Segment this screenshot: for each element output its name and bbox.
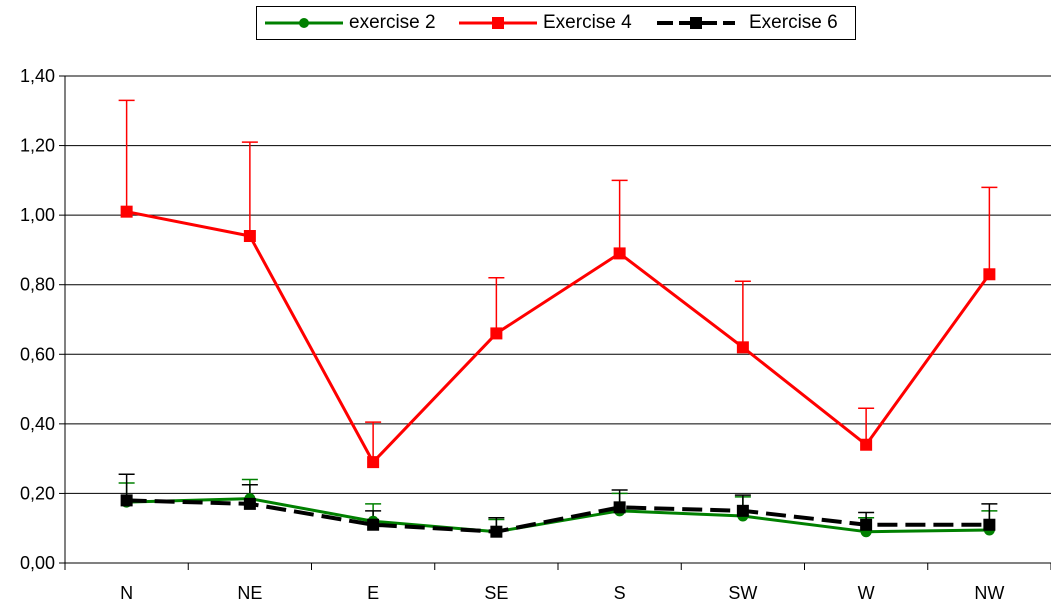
series-markers [120,205,996,538]
x-tick-label-nw: NW [974,583,1004,603]
x-tick-label-se: SE [484,583,508,603]
point-exercise-6-e [367,518,380,531]
point-exercise-4-w [860,438,873,451]
point-exercise-4-e [367,456,380,469]
point-exercise-4-se [490,327,503,340]
legend-swatch-exercise-4 [459,17,537,29]
point-exercise-4-sw [736,341,749,354]
legend-item-exercise-6: Exercise 6 [655,7,838,39]
y-tick-label: 1,00 [20,205,55,225]
legend-label-exercise-4: Exercise 4 [543,12,632,33]
x-tick-label-s: S [614,583,626,603]
legend-item-exercise-4: Exercise 4 [457,7,632,39]
x-tick-label-ne: NE [237,583,262,603]
point-exercise-4-s [613,247,626,260]
legend-label-exercise-2: exercise 2 [349,12,436,33]
chart-legend: exercise 2 Exercise 4 Exercise 6 [256,6,856,40]
y-tick-label: 0,80 [20,275,55,295]
series-line-exercise-6 [126,498,990,534]
legend-item-exercise-2: exercise 2 [263,7,436,39]
point-exercise-6-ne [243,497,256,510]
y-tick-label: 0,20 [20,483,55,503]
error-bars [118,99,998,532]
x-tick-label-n: N [120,583,133,603]
point-exercise-6-nw [983,518,996,531]
point-exercise-6-se [490,525,503,538]
point-exercise-6-n [120,494,133,507]
point-exercise-6-s [613,501,626,514]
axes [59,75,1051,570]
y-tick-label: 1,20 [20,136,55,156]
point-exercise-4-nw [983,268,996,281]
y-tick-label: 0,60 [20,344,55,364]
legend-swatch-exercise-6 [657,17,735,29]
y-tick-label: 0,00 [20,553,55,573]
series-lines [126,210,991,534]
tick-labels: 0,00 0,20 0,40 0,60 0,80 1,00 1,20 1,40 N NE E SE S S… [20,66,1004,603]
series-line-exercise-4 [126,210,991,464]
x-tick-label-w: W [858,583,875,603]
legend-swatch-exercise-2 [265,18,343,28]
x-tick-label-e: E [367,583,379,603]
point-exercise-4-ne [243,230,256,243]
y-tick-label: 0,40 [20,414,55,434]
legend-label-exercise-6: Exercise 6 [749,12,838,33]
x-tick-label-sw: SW [728,583,757,603]
grid-lines [65,75,1051,494]
point-exercise-4-n [120,205,133,218]
point-exercise-6-sw [736,504,749,517]
y-tick-label: 1,40 [20,66,55,86]
point-exercise-6-w [860,518,873,531]
